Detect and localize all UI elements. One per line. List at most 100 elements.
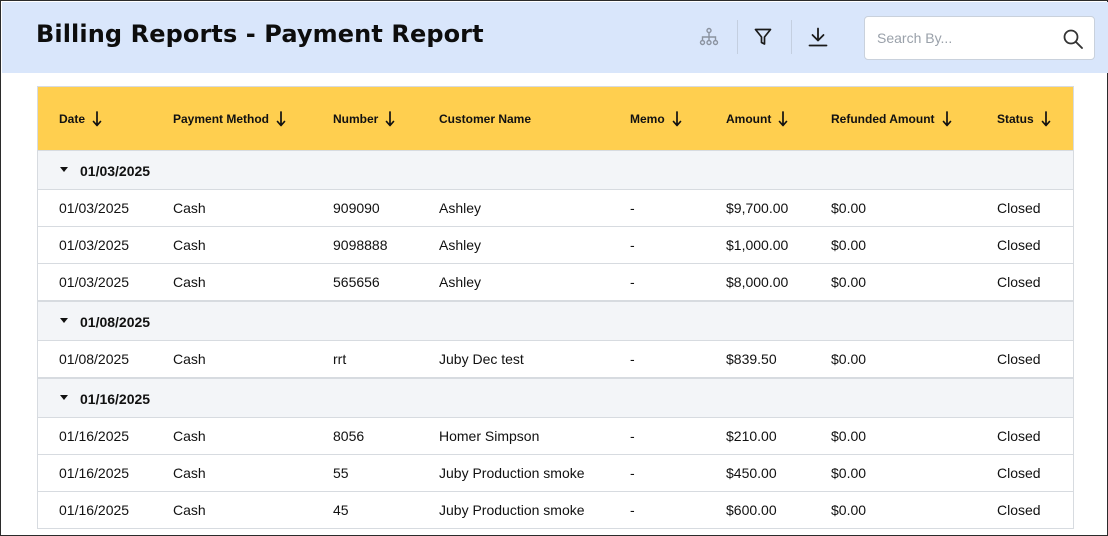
cell-memo: - [630, 237, 635, 253]
cell-number: 45 [333, 502, 349, 518]
filter-button[interactable] [746, 20, 780, 54]
cell-status: Closed [997, 200, 1041, 216]
column-header-label: Number [333, 111, 379, 126]
column-header-label: Date [59, 111, 86, 126]
column-header-date[interactable]: Date [59, 87, 102, 150]
cell-customer-name: Ashley [439, 200, 482, 216]
column-header-number[interactable]: Number [333, 87, 395, 150]
cell-status: Closed [997, 465, 1041, 481]
cell-refunded-amount: $0.00 [831, 200, 867, 216]
cell-customer-name: Juby Production smoke [439, 465, 585, 481]
cell-status: Closed [997, 351, 1041, 367]
column-header-label: Customer Name [439, 111, 532, 126]
column-header-memo[interactable]: Memo [630, 87, 682, 150]
table-row[interactable]: 01/03/2025 Cash 909090 Ashley - $9,700.00 $0.0… [38, 190, 1073, 227]
search-input[interactable] [865, 17, 1055, 59]
column-header-amount[interactable]: Amount [726, 87, 788, 150]
sort-arrow-icon [92, 110, 102, 126]
date-group-header[interactable]: 01/03/2025 [38, 150, 1073, 190]
cell-date: 01/16/2025 [59, 502, 130, 518]
cell-amount: $1,000.00 [726, 237, 789, 253]
hierarchy-button[interactable] [692, 20, 726, 54]
caret-down-icon[interactable] [60, 395, 68, 400]
column-header-status[interactable]: Status [997, 87, 1051, 150]
cell-payment-method: Cash [173, 274, 206, 290]
table-row[interactable]: 01/16/2025 Cash 55 Juby Production smoke - $4… [38, 455, 1073, 492]
cell-refunded-amount: $0.00 [831, 274, 867, 290]
cell-status: Closed [997, 237, 1041, 253]
search-box [864, 16, 1095, 60]
cell-payment-method: Cash [173, 465, 206, 481]
cell-date: 01/16/2025 [59, 465, 130, 481]
cell-refunded-amount: $0.00 [831, 502, 867, 518]
caret-down-icon[interactable] [60, 318, 68, 323]
page-header: Billing Reports - Payment Report [2, 2, 1108, 73]
cell-status: Closed [997, 502, 1041, 518]
date-group-header[interactable]: 01/08/2025 [38, 301, 1073, 341]
cell-memo: - [630, 351, 635, 367]
download-button[interactable] [801, 20, 835, 54]
column-header-label: Refunded Amount [831, 111, 935, 126]
cell-refunded-amount: $0.00 [831, 465, 867, 481]
cell-payment-method: Cash [173, 428, 206, 444]
cell-payment-method: Cash [173, 502, 206, 518]
cell-customer-name: Homer Simpson [439, 428, 540, 444]
cell-payment-method: Cash [173, 351, 206, 367]
cell-number: rrt [333, 351, 347, 367]
cell-memo: - [630, 200, 635, 216]
toolbar-divider [791, 20, 792, 54]
sort-arrow-icon [1041, 110, 1051, 126]
date-group-label: 01/16/2025 [80, 391, 151, 407]
filter-icon [754, 28, 772, 45]
caret-down-icon[interactable] [60, 167, 68, 172]
toolbar-divider [737, 20, 738, 54]
column-header-label: Payment Method [173, 111, 270, 126]
cell-date: 01/03/2025 [59, 200, 130, 216]
column-header-label: Memo [630, 111, 665, 126]
cell-date: 01/03/2025 [59, 274, 130, 290]
payment-report-table: Date Payment Method Number Customer Name Mem… [37, 86, 1074, 529]
cell-memo: - [630, 502, 635, 518]
cell-status: Closed [997, 274, 1041, 290]
sort-arrow-icon [942, 110, 951, 126]
table-row[interactable]: 01/16/2025 Cash 45 Juby Production smoke - $6… [38, 492, 1073, 529]
sort-arrow-icon [778, 110, 788, 126]
sort-arrow-icon [385, 110, 395, 126]
column-header-customer-name[interactable]: Customer Name [439, 87, 531, 150]
cell-customer-name: Ashley [439, 237, 482, 253]
cell-customer-name: Juby Production smoke [439, 502, 585, 518]
table-row[interactable]: 01/16/2025 Cash 8056 Homer Simpson - $210.00 $… [38, 418, 1073, 455]
table-row[interactable]: 01/08/2025 Cash rrt Juby Dec test - $839.50 $0… [38, 341, 1073, 378]
cell-customer-name: Juby Dec test [439, 351, 524, 367]
cell-payment-method: Cash [173, 200, 206, 216]
table-body: 01/03/2025 01/03/2025 Cash 909090 Ashley - $9,… [38, 150, 1073, 529]
sort-arrow-icon [672, 110, 682, 126]
cell-refunded-amount: $0.00 [831, 351, 867, 367]
cell-refunded-amount: $0.00 [831, 237, 867, 253]
column-header-payment-method[interactable]: Payment Method [173, 87, 286, 150]
date-group-label: 01/08/2025 [80, 314, 151, 330]
cell-number: 909090 [333, 200, 380, 216]
cell-amount: $210.00 [726, 428, 777, 444]
cell-amount: $9,700.00 [726, 200, 789, 216]
cell-payment-method: Cash [173, 237, 206, 253]
cell-memo: - [630, 428, 635, 444]
column-header-label: Amount [726, 111, 772, 126]
cell-amount: $839.50 [726, 351, 777, 367]
sort-arrow-icon [276, 110, 286, 126]
cell-amount: $8,000.00 [726, 274, 789, 290]
cell-memo: - [630, 465, 635, 481]
search-icon[interactable] [1061, 27, 1085, 51]
date-group-header[interactable]: 01/16/2025 [38, 378, 1073, 418]
column-header-refunded-amount[interactable]: Refunded Amount [831, 87, 952, 150]
date-group-label: 01/03/2025 [80, 163, 151, 179]
hierarchy-icon [699, 27, 719, 46]
table-row[interactable]: 01/03/2025 Cash 9098888 Ashley - $1,000.00 $0.… [38, 227, 1073, 264]
cell-date: 01/08/2025 [59, 351, 130, 367]
cell-number: 9098888 [333, 237, 388, 253]
cell-amount: $600.00 [726, 502, 777, 518]
table-row[interactable]: 01/03/2025 Cash 565656 Ashley - $8,000.00 $0.0… [38, 264, 1073, 301]
download-icon [808, 27, 828, 47]
cell-customer-name: Ashley [439, 274, 482, 290]
